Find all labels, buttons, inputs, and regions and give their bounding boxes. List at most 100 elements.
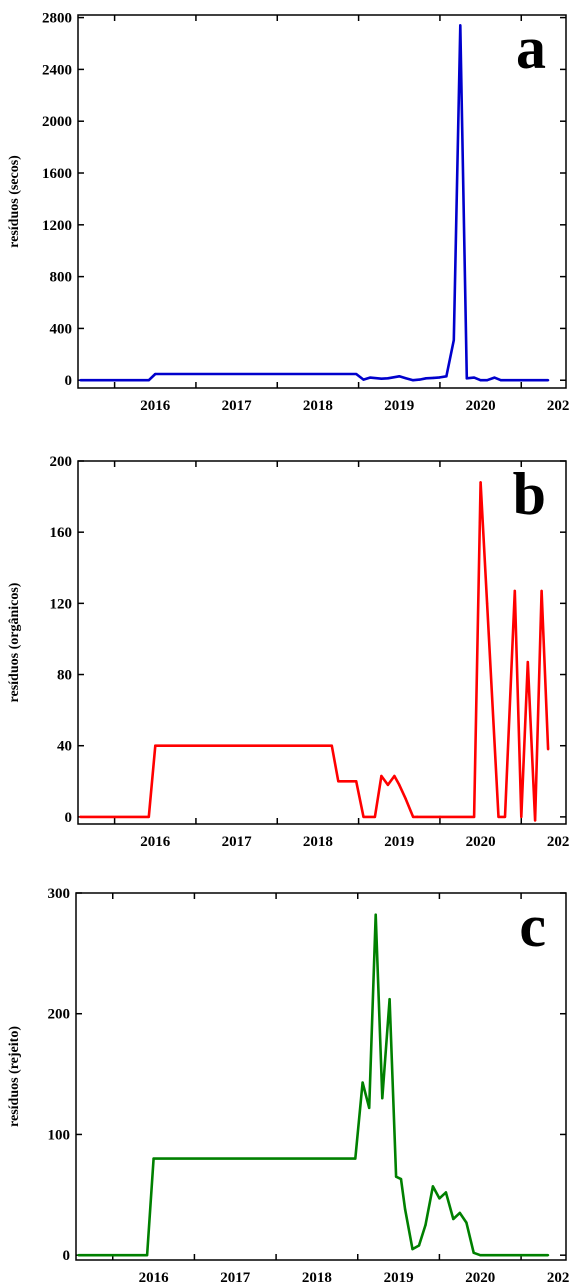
data-point bbox=[368, 376, 372, 379]
data-point bbox=[533, 1253, 537, 1257]
data-point bbox=[513, 379, 516, 382]
y-tick-label: 80 bbox=[57, 668, 72, 684]
data-point bbox=[438, 815, 442, 819]
x-tick-label: 2019 bbox=[384, 1270, 414, 1286]
series-line bbox=[80, 24, 549, 382]
chart-panel-b: 0 40 80 120 160 200 2016 2017 2018 2019 2020 2021 re… bbox=[7, 454, 570, 850]
data-point bbox=[147, 815, 150, 819]
data-point bbox=[472, 376, 476, 379]
data-point bbox=[546, 748, 550, 751]
y-tick-label: 0 bbox=[63, 1248, 71, 1264]
data-point bbox=[415, 815, 419, 819]
data-point bbox=[393, 774, 396, 778]
data-point bbox=[381, 1097, 384, 1100]
data-point bbox=[438, 376, 442, 379]
data-point bbox=[445, 375, 448, 378]
data-point bbox=[388, 998, 391, 1001]
data-point bbox=[452, 338, 455, 342]
x-tick-label: 2020 bbox=[466, 834, 496, 850]
y-tick-label: 300 bbox=[48, 886, 71, 902]
x-tick-label: 2019 bbox=[384, 398, 414, 414]
data-point bbox=[154, 372, 157, 376]
data-point bbox=[540, 589, 543, 593]
y-tick-label: 800 bbox=[50, 270, 73, 286]
data-point bbox=[432, 376, 435, 380]
data-point bbox=[459, 24, 462, 27]
chart-panel-a: 0 400 800 1200 1600 2000 2400 2800 2016 2017 2018 2… bbox=[7, 11, 570, 414]
x-tick-label: 2018 bbox=[303, 834, 333, 850]
data-point bbox=[386, 377, 390, 380]
data-point bbox=[493, 376, 496, 379]
y-tick-label: 40 bbox=[57, 739, 72, 755]
data-point bbox=[398, 375, 401, 378]
y-tick-label: 200 bbox=[50, 454, 73, 470]
panel-letter: c bbox=[519, 893, 546, 959]
data-point bbox=[362, 815, 365, 819]
x-tick-label: 2021 bbox=[547, 398, 570, 414]
x-tick-label: 2016 bbox=[140, 834, 171, 850]
y-tick-label: 2400 bbox=[42, 62, 72, 78]
data-point bbox=[520, 379, 523, 382]
data-point bbox=[465, 377, 468, 380]
data-point bbox=[519, 1253, 523, 1257]
data-point bbox=[404, 797, 407, 801]
data-point bbox=[411, 815, 415, 819]
data-point bbox=[546, 379, 550, 382]
data-point bbox=[533, 819, 537, 822]
data-point bbox=[374, 913, 377, 916]
data-point bbox=[152, 1157, 155, 1160]
data-point bbox=[79, 379, 82, 382]
data-point bbox=[354, 780, 358, 783]
x-tick-label: 2016 bbox=[139, 1270, 170, 1286]
x-tick-label: 2020 bbox=[466, 398, 496, 414]
chart-panel-c: 0 100 200 300 2016 2017 2018 2019 2020 2021 resídu… bbox=[7, 886, 570, 1286]
data-point bbox=[399, 1177, 403, 1181]
data-point bbox=[424, 377, 428, 380]
data-point bbox=[79, 815, 82, 819]
data-point bbox=[394, 1175, 398, 1178]
x-tick-label: 2021 bbox=[547, 834, 570, 850]
series-line bbox=[80, 481, 550, 822]
x-tick-label: 2019 bbox=[384, 834, 414, 850]
plot-frame bbox=[77, 460, 567, 825]
x-tick-label: 2016 bbox=[140, 398, 171, 414]
x-tick-label: 2017 bbox=[222, 398, 253, 414]
x-tick-label: 2017 bbox=[222, 834, 253, 850]
data-point bbox=[145, 1253, 149, 1257]
data-point bbox=[506, 1253, 509, 1257]
x-tick-label: 2018 bbox=[302, 1270, 332, 1286]
data-point bbox=[485, 379, 489, 382]
data-point bbox=[361, 1081, 364, 1084]
data-point bbox=[411, 379, 415, 382]
data-point bbox=[417, 1244, 421, 1247]
y-tick-label: 1200 bbox=[42, 218, 72, 234]
data-point bbox=[479, 379, 482, 382]
data-point bbox=[499, 379, 503, 382]
plot-frame bbox=[75, 892, 567, 1261]
data-point bbox=[403, 1208, 407, 1211]
series-line bbox=[78, 913, 548, 1257]
y-tick-label: 2800 bbox=[42, 11, 72, 27]
data-point bbox=[472, 815, 476, 819]
data-point bbox=[411, 1247, 414, 1251]
data-point bbox=[452, 1217, 455, 1221]
data-point bbox=[418, 378, 421, 381]
data-point bbox=[367, 1106, 371, 1110]
data-point bbox=[386, 783, 390, 787]
plot-frame bbox=[77, 14, 567, 389]
x-tick-label: 2021 bbox=[547, 1270, 570, 1286]
data-point bbox=[154, 744, 157, 747]
y-axis-label: resíduos (orgânicos) bbox=[7, 582, 22, 702]
data-point bbox=[354, 1157, 357, 1160]
panel-letter: a bbox=[516, 15, 546, 81]
data-point bbox=[404, 377, 407, 380]
x-tick-label: 2020 bbox=[465, 1270, 495, 1286]
data-point bbox=[77, 1253, 80, 1257]
y-tick-label: 200 bbox=[48, 1007, 71, 1023]
y-tick-label: 0 bbox=[65, 810, 73, 826]
data-point bbox=[485, 602, 489, 605]
y-tick-label: 1600 bbox=[42, 166, 72, 182]
data-point bbox=[506, 379, 509, 382]
y-axis-label: resíduos (secos) bbox=[7, 155, 22, 248]
